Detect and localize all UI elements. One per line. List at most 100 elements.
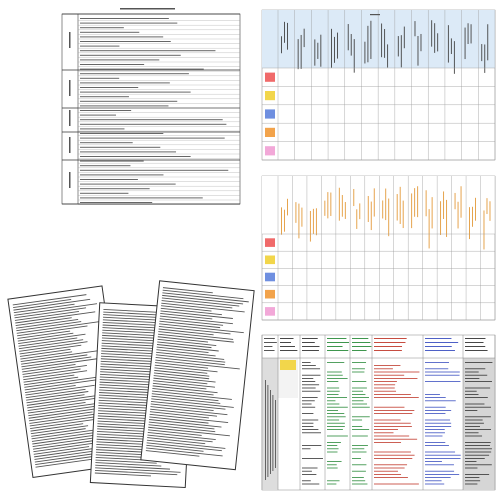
text-line [152,382,207,390]
header-text [334,36,335,63]
text-line [101,350,166,355]
header-text [428,209,430,249]
text-line [153,380,216,388]
text-line [101,353,155,357]
text-line [302,448,311,450]
text-line [302,365,316,366]
header-text [295,202,297,223]
text-line [98,394,162,399]
text-line [157,341,212,349]
text-line [327,362,345,363]
text-line [120,8,175,10]
text-line [80,59,160,61]
text-line [160,307,222,316]
text-line [302,338,318,339]
text-line [425,470,455,472]
header-text [353,188,355,207]
text-line [15,311,96,324]
text-line [80,73,189,75]
text-line [32,437,93,448]
text-line [302,445,322,446]
text-line [162,294,244,305]
text-line [33,446,90,455]
text-line [264,338,275,339]
text-line [97,412,154,417]
text-line [302,419,319,421]
text-line [27,402,101,414]
text-line [425,451,456,453]
header-text [475,197,476,221]
header-text [464,27,466,60]
text-line [15,317,72,327]
text-line [374,477,408,478]
text-line [27,401,86,411]
text-line [352,397,369,398]
text-line [425,419,451,421]
text-line [24,378,106,391]
text-line [352,406,370,408]
text-line [155,356,225,366]
text-line [374,384,396,386]
text-line [80,146,161,148]
header-text [417,36,419,66]
text-line [15,318,79,329]
text-line [374,470,398,472]
text-line [80,133,164,134]
text-line [98,407,151,412]
text-line [327,387,340,389]
text-line [152,390,232,400]
header-text [301,207,303,227]
header-text [284,21,285,43]
header-text [297,39,299,70]
text-line [152,388,214,396]
text-line [264,346,273,347]
text-line [35,458,96,468]
text-line [146,442,222,452]
header-text [446,199,448,237]
text-line [99,389,152,394]
text-line [425,461,442,462]
text-line [80,119,223,121]
vertical-text [265,380,266,480]
header-text [384,28,386,58]
header-text [387,44,389,68]
text-line [374,346,403,347]
text-line [14,310,80,321]
text-line [425,397,446,398]
text-line [465,435,483,437]
header-text [314,39,316,66]
text-line [103,311,159,316]
text-line [100,355,157,360]
page [261,334,496,491]
text-line [160,310,233,319]
text-line [80,137,225,139]
text-line [30,423,84,432]
text-line [102,321,166,327]
header-text [425,190,427,217]
text-line [352,338,369,339]
text-line [425,371,460,373]
text-line [159,320,221,329]
text-line [159,318,224,326]
text-line [352,394,366,395]
text-line [99,392,163,397]
text-line [302,387,316,389]
text-line [327,346,343,347]
header [262,176,495,234]
text-line [352,390,364,392]
header-text [341,195,343,217]
text-line [80,82,170,84]
text-line [19,348,71,357]
text-line [80,183,176,185]
text-line [352,445,368,446]
text-line [425,445,449,446]
text-line [374,422,411,424]
text-line [425,406,446,408]
text-line [425,342,459,343]
text-line [327,451,338,453]
text-line [80,165,131,167]
text-line [28,403,111,417]
header-text [382,200,384,219]
header [262,10,495,68]
header-text [469,207,470,240]
